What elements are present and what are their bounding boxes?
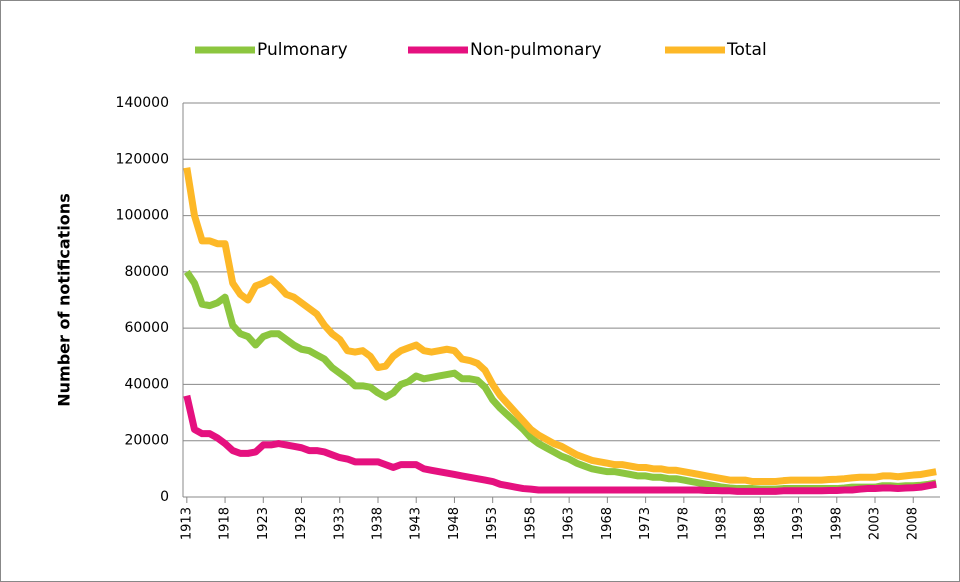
y-tick-label: 60000 (124, 320, 169, 336)
x-tick-label: 1998 (829, 507, 844, 540)
x-tick-label: 1988 (753, 507, 768, 540)
y-tick-label: 20000 (124, 433, 169, 449)
x-tick-label: 1953 (485, 507, 500, 540)
y-tick-label: 40000 (124, 376, 169, 392)
series-line (183, 394, 937, 495)
x-tick-label: 1943 (409, 507, 424, 540)
y-tick-label: 0 (160, 489, 169, 505)
y-tick-label: 120000 (116, 151, 169, 167)
y-tick-label: 80000 (124, 264, 169, 280)
x-tick-label: 1963 (562, 507, 577, 540)
x-tick-label: 1933 (332, 507, 347, 540)
x-tick-label: 1913 (179, 507, 194, 540)
x-tick-label: 2008 (906, 507, 921, 540)
x-tick-label: 1973 (638, 507, 653, 540)
x-tick-label: 1948 (447, 507, 462, 540)
x-tick-label: 1993 (791, 507, 806, 540)
legend-label: Total (726, 40, 767, 60)
series-line (183, 167, 937, 486)
x-tick-label: 1938 (370, 507, 385, 540)
x-tick-label: 1978 (676, 507, 691, 540)
y-tick-label: 100000 (116, 208, 169, 224)
x-tick-label: 1918 (218, 507, 233, 540)
x-tick-label: 1983 (715, 507, 730, 540)
legend-label: Pulmonary (257, 40, 348, 60)
legend-label: Non-pulmonary (470, 40, 602, 60)
x-tick-label: 1958 (523, 507, 538, 540)
x-tick-label: 2003 (868, 507, 883, 540)
y-tick-label: 140000 (116, 95, 169, 111)
x-tick-label: 1968 (600, 507, 615, 540)
y-axis-label: Number of notifications (55, 193, 74, 406)
x-tick-label: 1923 (256, 507, 271, 540)
x-tick-label: 1928 (294, 507, 309, 540)
